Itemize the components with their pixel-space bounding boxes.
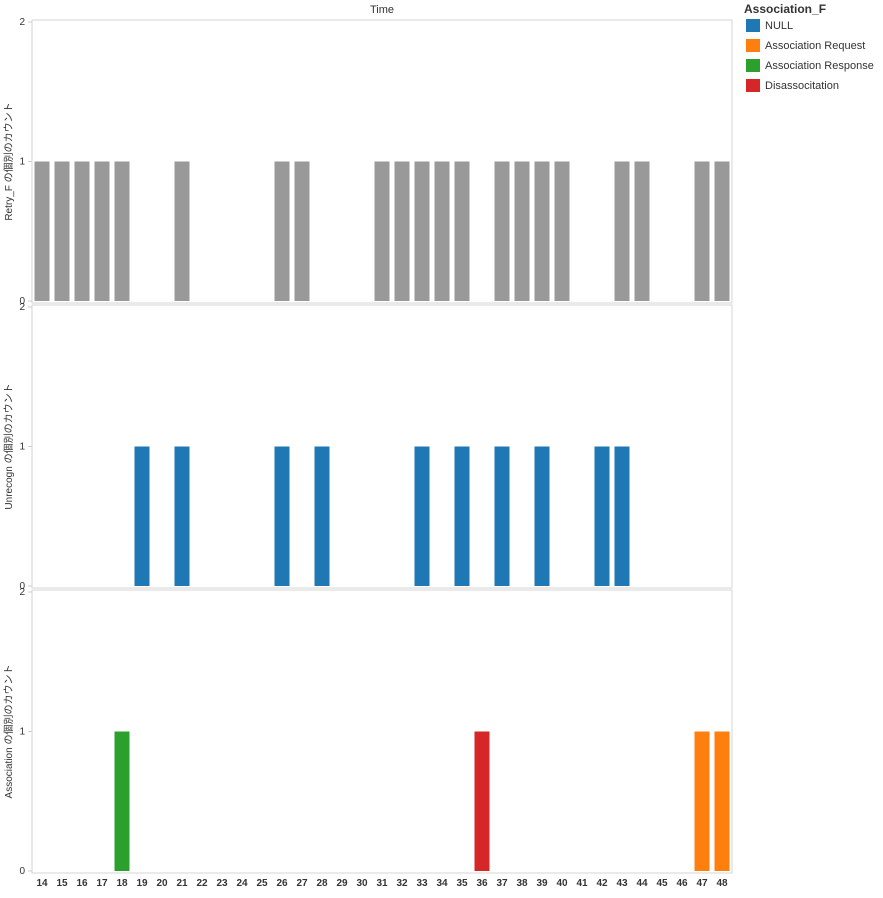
legend-title: Association_F — [744, 2, 826, 16]
bar[interactable] — [174, 446, 190, 587]
bar[interactable] — [314, 446, 330, 587]
bar[interactable] — [714, 161, 730, 302]
legend-swatch[interactable] — [746, 19, 760, 32]
x-tick-label: 40 — [556, 878, 568, 889]
bar[interactable] — [634, 161, 650, 302]
bar[interactable] — [494, 446, 510, 587]
x-tick-label: 18 — [116, 878, 128, 889]
x-tick-label: 35 — [456, 878, 468, 889]
bar[interactable] — [274, 161, 290, 302]
x-tick-label: 38 — [516, 878, 528, 889]
y-tick-label: 0 — [19, 581, 25, 592]
bar[interactable] — [274, 446, 290, 587]
bar[interactable] — [414, 446, 430, 587]
bar[interactable] — [434, 161, 450, 302]
y-tick-label: 1 — [19, 442, 25, 453]
legend-swatch[interactable] — [746, 39, 760, 52]
x-tick-label: 48 — [716, 878, 728, 889]
bar[interactable] — [294, 161, 310, 302]
legend-item-label[interactable]: Association Response — [765, 60, 874, 72]
legend-swatch[interactable] — [746, 79, 760, 92]
bar[interactable] — [94, 161, 110, 302]
legend-item-label[interactable]: Association Request — [765, 40, 865, 52]
bar[interactable] — [374, 161, 390, 302]
bar[interactable] — [474, 731, 490, 872]
x-tick-label: 26 — [276, 878, 288, 889]
x-tick-label: 37 — [496, 878, 508, 889]
bar[interactable] — [614, 161, 630, 302]
x-tick-label: 44 — [636, 878, 648, 889]
bar[interactable] — [694, 161, 710, 302]
panel-frame — [31, 589, 733, 874]
x-tick-label: 24 — [236, 878, 248, 889]
y-tick-label: 2 — [19, 587, 25, 598]
x-tick-label: 22 — [196, 878, 208, 889]
y-tick-label: 1 — [19, 157, 25, 168]
bar[interactable] — [454, 161, 470, 302]
bar[interactable] — [74, 161, 90, 302]
bar[interactable] — [514, 161, 530, 302]
bar[interactable] — [34, 161, 50, 302]
y-tick-label: 2 — [19, 17, 25, 28]
x-tick-label: 33 — [416, 878, 428, 889]
y-axis-label: Unrecogn の個別のカウント — [2, 383, 15, 509]
x-tick-label: 20 — [156, 878, 168, 889]
y-tick-label: 0 — [19, 866, 25, 877]
bar[interactable] — [614, 446, 630, 587]
bar[interactable] — [494, 161, 510, 302]
x-tick-label: 14 — [36, 878, 48, 889]
x-tick-label: 39 — [536, 878, 548, 889]
x-tick-label: 28 — [316, 878, 328, 889]
x-tick-label: 36 — [476, 878, 488, 889]
bar[interactable] — [714, 731, 730, 872]
bar[interactable] — [114, 731, 130, 872]
bar[interactable] — [534, 446, 550, 587]
bar[interactable] — [54, 161, 70, 302]
y-tick-label: 0 — [19, 296, 25, 307]
x-tick-label: 45 — [656, 878, 668, 889]
bar[interactable] — [454, 446, 470, 587]
x-tick-label: 31 — [376, 878, 388, 889]
x-tick-label: 34 — [436, 878, 448, 889]
x-tick-label: 42 — [596, 878, 608, 889]
legend-item-label[interactable]: Disassocitation — [765, 80, 839, 92]
bar[interactable] — [414, 161, 430, 302]
x-tick-label: 25 — [256, 878, 268, 889]
x-tick-label: 17 — [96, 878, 108, 889]
y-axis-label: Retry_F の個別のカウント — [2, 102, 15, 220]
x-tick-label: 30 — [356, 878, 368, 889]
legend-swatch[interactable] — [746, 59, 760, 72]
x-tick-label: 47 — [696, 878, 708, 889]
bar[interactable] — [174, 161, 190, 302]
x-tick-label: 15 — [56, 878, 68, 889]
bar[interactable] — [594, 446, 610, 587]
bar[interactable] — [394, 161, 410, 302]
x-tick-label: 29 — [336, 878, 348, 889]
x-tick-label: 19 — [136, 878, 148, 889]
legend-item-label[interactable]: NULL — [765, 20, 793, 32]
y-tick-label: 1 — [19, 727, 25, 738]
x-tick-label: 32 — [396, 878, 408, 889]
bar[interactable] — [534, 161, 550, 302]
y-axis-label: Association の個別のカウント — [2, 665, 15, 799]
bar[interactable] — [114, 161, 130, 302]
bar[interactable] — [554, 161, 570, 302]
x-tick-label: 41 — [576, 878, 588, 889]
x-tick-label: 16 — [76, 878, 88, 889]
bar[interactable] — [694, 731, 710, 872]
x-tick-label: 46 — [676, 878, 688, 889]
x-tick-label: 27 — [296, 878, 308, 889]
x-tick-label: 43 — [616, 878, 628, 889]
bar[interactable] — [134, 446, 150, 587]
y-tick-label: 2 — [19, 302, 25, 313]
x-tick-label: 23 — [216, 878, 228, 889]
column-header: Time — [370, 4, 394, 16]
x-tick-label: 21 — [176, 878, 188, 889]
